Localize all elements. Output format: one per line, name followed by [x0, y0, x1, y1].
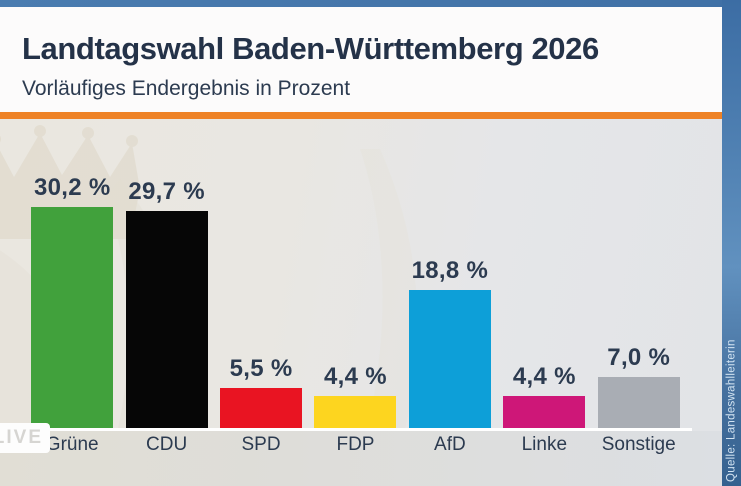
accent-divider	[0, 112, 722, 119]
bar-column-afd: 18,8 % AfD	[403, 119, 497, 455]
bar-category-label: Linke	[521, 434, 568, 455]
live-badge-label: LIVE	[0, 427, 43, 448]
bar-column-grüne: 30,2 % Grüne	[25, 119, 119, 455]
bar-column-spd: 5,5 % SPD	[214, 119, 308, 455]
bar-value-label: 30,2 %	[33, 174, 111, 201]
chart-baseline	[8, 428, 692, 431]
bar-spd	[220, 388, 303, 428]
page-title: Landtagswahl Baden-Württemberg 2026	[22, 31, 599, 66]
bar-value-label: 18,8 %	[411, 257, 489, 284]
bar-fdp	[314, 396, 397, 428]
bar-category-label: Grüne	[45, 434, 99, 455]
page-subtitle: Vorläufiges Endergebnis in Prozent	[22, 77, 351, 100]
label-band	[0, 431, 722, 486]
bar-category-label: AfD	[434, 434, 466, 455]
chart-area: 30,2 % Grüne 29,7 % CDU 5,5 % SPD 4,4 % FDP 18,8…	[0, 119, 722, 486]
bar-category-label: FDP	[336, 434, 375, 455]
bars-row: 30,2 % Grüne 29,7 % CDU 5,5 % SPD 4,4 % FDP 18,8…	[25, 119, 686, 455]
bar-value-label: 4,4 %	[512, 363, 576, 390]
bar-category-label: SPD	[241, 434, 281, 455]
bar-value-label: 5,5 %	[229, 355, 293, 382]
bar-sonstige	[597, 377, 680, 428]
bar-afd	[408, 290, 491, 428]
bar-cdu	[125, 211, 208, 428]
bar-category-label: Sonstige	[601, 434, 676, 455]
bar-value-label: 4,4 %	[324, 363, 387, 390]
live-badge: LIVE	[0, 423, 50, 453]
bar-value-label: 7,0 %	[607, 344, 671, 371]
header-panel: Landtagswahl Baden-Württemberg 2026 Vorl…	[0, 7, 722, 112]
bar-column-fdp: 4,4 % FDP	[308, 119, 402, 455]
video-edge-strip: Quelle: Landeswahlleiterin	[722, 0, 741, 486]
bar-linke	[503, 396, 586, 428]
bar-grüne	[31, 207, 114, 428]
bar-column-sonstige: 7,0 % Sonstige	[592, 119, 686, 455]
bar-value-label: 29,7 %	[128, 178, 205, 205]
source-credit: Quelle: Landeswahlleiterin	[725, 339, 738, 482]
bar-category-label: CDU	[146, 434, 188, 455]
bar-column-cdu: 29,7 % CDU	[119, 119, 213, 455]
bar-column-linke: 4,4 % Linke	[497, 119, 591, 455]
